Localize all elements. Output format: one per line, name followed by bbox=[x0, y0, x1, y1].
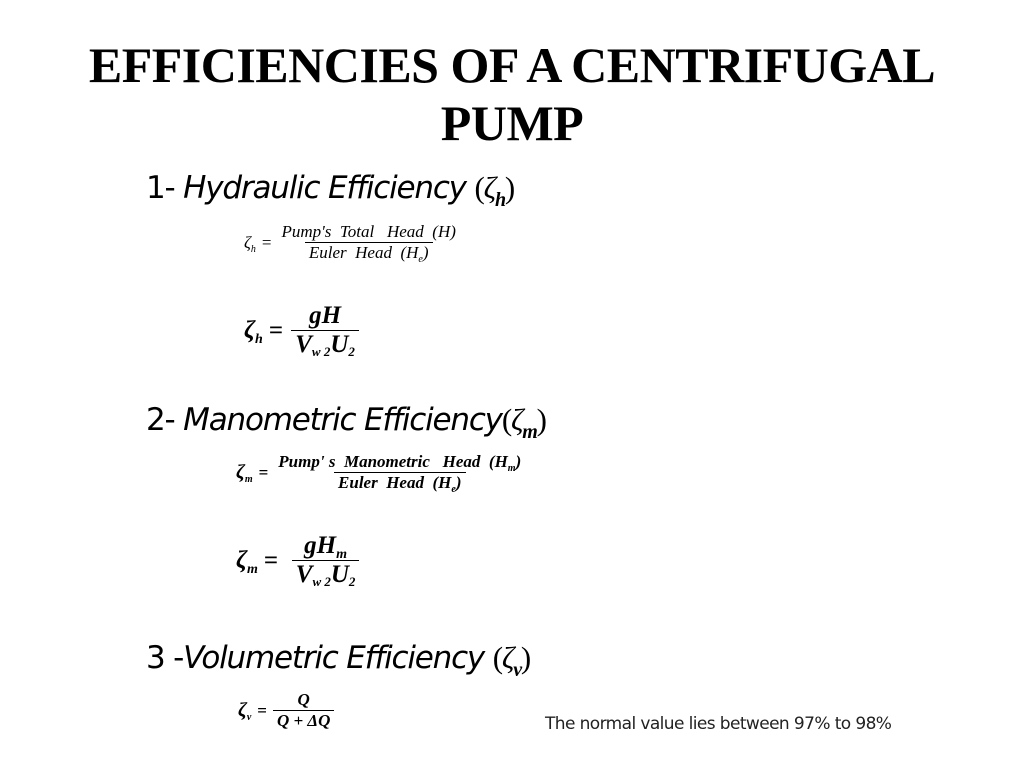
denominator: Vw 2U2 bbox=[291, 560, 360, 589]
lhs-subscript: v bbox=[246, 712, 252, 723]
denominator: Euler Head (He) bbox=[304, 242, 433, 265]
numerator: gH bbox=[309, 302, 342, 329]
section-number: 1- bbox=[146, 170, 184, 206]
equals-sign: = bbox=[258, 462, 269, 482]
denominator: Euler Head (He) bbox=[334, 472, 466, 495]
open-paren: ( bbox=[501, 402, 512, 437]
close-paren: ) bbox=[520, 640, 531, 675]
lhs-symbol: ζ bbox=[236, 461, 245, 483]
section-number: 3 - bbox=[146, 640, 184, 676]
zeta-symbol: ζ bbox=[501, 640, 515, 675]
open-paren: ( bbox=[492, 640, 503, 675]
heading-hydraulic-efficiency: 1- Hydraulic Efficiency (ζh) bbox=[146, 170, 515, 211]
zeta-subscript: v bbox=[513, 659, 522, 681]
denominator: Vw 2U2 bbox=[291, 330, 359, 359]
lhs-symbol: ζ bbox=[244, 316, 256, 344]
numerator: Q bbox=[297, 690, 310, 709]
title-line-2: PUMP bbox=[440, 95, 584, 151]
lhs-subscript: m bbox=[247, 561, 258, 577]
lhs-symbol: ζ bbox=[236, 546, 248, 574]
equals-sign: = bbox=[257, 700, 267, 720]
zeta-symbol: ζ bbox=[483, 170, 497, 205]
close-paren: ) bbox=[504, 170, 515, 205]
lhs-symbol: ζ bbox=[238, 699, 247, 721]
section-number: 2- bbox=[146, 402, 184, 438]
heading-volumetric-efficiency: 3 -Volumetric Efficiency (ζv) bbox=[146, 640, 531, 681]
zeta-subscript: h bbox=[494, 189, 506, 211]
numerator: Pump's Total Head (H) bbox=[281, 222, 456, 241]
title-line-1: EFFICIENCIES OF A CENTRIFUGAL bbox=[88, 37, 936, 93]
fraction: gHm Vw 2U2 bbox=[284, 532, 367, 589]
equals-sign: = bbox=[263, 546, 279, 574]
lhs-symbol: ζ bbox=[244, 232, 251, 252]
fraction: gH Vw 2U2 bbox=[289, 302, 361, 359]
zeta-symbol: ζ bbox=[510, 402, 524, 437]
lhs-subscript: h bbox=[250, 243, 256, 255]
section-label: Manometric Efficiency bbox=[183, 402, 503, 438]
fraction: Pump's Total Head (H) Euler Head (He) bbox=[277, 222, 459, 265]
open-paren: ( bbox=[474, 170, 484, 205]
lhs-subscript: h bbox=[255, 331, 263, 347]
normal-value-note: The normal value lies between 97% to 98% bbox=[545, 714, 892, 734]
lhs-subscript: m bbox=[244, 474, 253, 485]
fraction: Pump' s Manometric Head (Hm) Euler Head … bbox=[274, 452, 525, 495]
section-label: Hydraulic Efficiency bbox=[183, 170, 475, 206]
fraction: Q Q + ΔQ bbox=[272, 690, 335, 731]
section-label: Volumetric Efficiency bbox=[183, 640, 493, 676]
equals-sign: = bbox=[261, 232, 272, 252]
close-paren: ) bbox=[536, 402, 547, 437]
slide-title: EFFICIENCIES OF A CENTRIFUGAL PUMP bbox=[0, 36, 1024, 152]
denominator: Q + ΔQ bbox=[272, 710, 335, 731]
heading-manometric-efficiency: 2- Manometric Efficiency(ζm) bbox=[146, 402, 547, 443]
equals-sign: = bbox=[268, 316, 284, 344]
numerator: gHm bbox=[304, 532, 348, 562]
numerator: Pump' s Manometric Head (Hm) bbox=[278, 452, 522, 474]
zeta-subscript: m bbox=[522, 421, 538, 443]
